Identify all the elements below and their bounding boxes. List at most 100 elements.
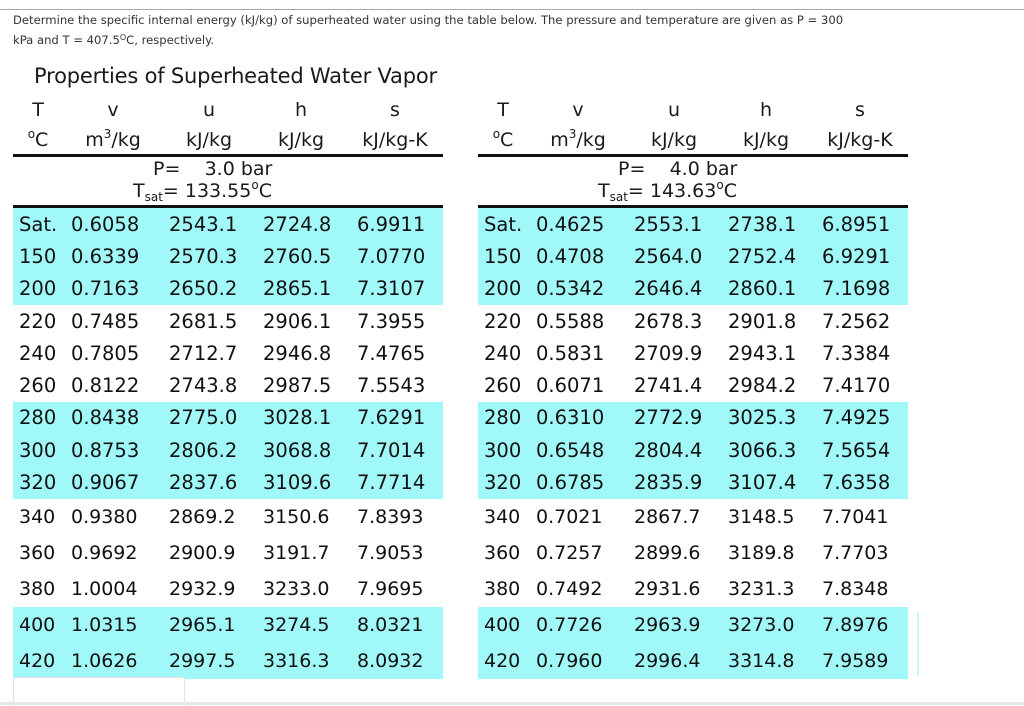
tsat-sub: sat <box>144 190 163 204</box>
table-row: 240 0.7805 2712.7 2946.8 7.4765 <box>13 337 443 369</box>
cell-T: 280 <box>19 406 57 430</box>
cell-T: 380 <box>484 577 521 600</box>
cell-u: 2965.1 <box>169 613 236 636</box>
tsat-unit: C <box>723 180 737 202</box>
cell-s: 7.6291 <box>357 406 426 430</box>
cell-s: 6.9291 <box>822 244 891 268</box>
table-row: 200 0.7163 2650.2 2865.1 7.3107 <box>13 272 443 305</box>
table-title: Properties of Superheated Water Vapor <box>34 64 437 88</box>
cell-h: 3273.0 <box>728 613 795 636</box>
cell-h: 2946.8 <box>263 341 332 365</box>
cell-u: 2678.3 <box>634 309 703 333</box>
cell-s: 7.9695 <box>357 577 424 600</box>
question-line-2-suffix: C, respectively. <box>126 33 215 47</box>
cell-h: 3233.0 <box>263 577 330 600</box>
table-row: Sat. 0.6058 2543.1 2724.8 6.9911 <box>13 208 443 241</box>
cell-u: 2806.2 <box>169 438 238 462</box>
pressure-value: 4.0 <box>669 158 700 180</box>
cell-v: 0.8438 <box>71 406 140 430</box>
question-text: Determine the specific internal energy (… <box>13 10 973 50</box>
cell-v: 0.4708 <box>536 244 605 268</box>
table-row: 220 0.5588 2678.3 2901.8 7.2562 <box>478 305 908 337</box>
table-row: 380 0.7492 2931.6 3231.3 7.8348 <box>478 571 908 607</box>
table-row: 240 0.5831 2709.9 2943.1 7.3384 <box>478 337 908 369</box>
cell-T: 240 <box>19 341 57 365</box>
table-body: Sat. 0.4625 2553.1 2738.1 6.8951 150 0.4708 25… <box>478 208 908 679</box>
cell-h: 3109.6 <box>263 471 332 495</box>
cell-u: 2837.6 <box>169 471 238 495</box>
tsat-line: Tsat= 133.55oC <box>133 178 272 204</box>
table-row: 280 0.8438 2775.0 3028.1 7.6291 <box>13 401 443 435</box>
pressure-label: P= <box>618 158 646 180</box>
header-v: v <box>107 99 119 121</box>
answer-input-box[interactable] <box>13 677 185 706</box>
cell-T: 150 <box>484 244 522 268</box>
header-s: s <box>390 99 400 121</box>
column-symbols: T v u h s <box>13 96 443 121</box>
steam-table-3bar: T v u h s oC m3/kg kJ/kg kJ/kg kJ/kg-K P… <box>13 96 443 679</box>
cell-v: 0.7492 <box>536 577 603 600</box>
cell-u: 2650.2 <box>169 277 238 301</box>
tsat-degree: o <box>251 178 259 192</box>
cell-h: 3191.7 <box>263 541 330 564</box>
table-row: 260 0.6071 2741.4 2984.2 7.4170 <box>478 369 908 401</box>
tsat-label: T <box>598 180 610 202</box>
header-u: u <box>202 99 216 121</box>
cell-v: 0.7485 <box>71 309 140 333</box>
cell-s: 7.4925 <box>822 406 891 430</box>
cell-s: 7.8976 <box>822 613 889 636</box>
cell-s: 8.0321 <box>357 613 424 636</box>
unit-m: m <box>85 129 104 151</box>
header-v: v <box>572 99 584 121</box>
table-row: 400 0.7726 2963.9 3273.0 7.8976 <box>478 606 908 643</box>
cell-s: 7.4765 <box>357 341 426 365</box>
pressure-label: P= <box>153 158 181 180</box>
unit-exp: 3 <box>103 127 112 141</box>
tsat-line: Tsat= 143.63oC <box>598 179 737 204</box>
pressure-unit: bar <box>705 158 738 180</box>
cell-T: 360 <box>19 541 56 564</box>
table-row: 340 0.7021 2867.7 3148.5 7.7041 <box>478 499 908 535</box>
tsat-value: = 133.55 <box>162 180 252 202</box>
unit-v: m3/kg <box>63 127 163 151</box>
cell-T: 220 <box>484 309 522 333</box>
cell-T: 340 <box>19 505 56 528</box>
cell-s: 7.0770 <box>357 244 426 268</box>
question-line-1: Determine the specific internal energy (… <box>13 13 844 27</box>
cell-h: 2752.4 <box>728 244 797 268</box>
unit-degree: o <box>27 127 36 141</box>
cell-v: 0.7257 <box>536 541 603 564</box>
unit-T: oC <box>13 127 63 151</box>
unit-celsius: C <box>500 129 514 151</box>
cell-s: 7.3384 <box>822 341 891 365</box>
header-h: h <box>294 99 308 121</box>
tsat-unit: C <box>258 180 272 202</box>
cell-h: 3314.8 <box>728 649 795 672</box>
tsat-value: = 143.63 <box>627 180 717 202</box>
table-body: Sat. 0.6058 2543.1 2724.8 6.9911 150 0.6339 25… <box>13 208 443 679</box>
cell-h: 3068.8 <box>263 438 332 462</box>
column-units: oC m3/kg kJ/kg kJ/kg kJ/kg-K <box>478 121 908 151</box>
cell-T: 380 <box>19 577 56 600</box>
unit-v: m3/kg <box>528 128 628 151</box>
cell-h: 3148.5 <box>728 505 795 528</box>
tsat-sub: sat <box>609 190 628 204</box>
cell-v: 0.9380 <box>71 505 138 528</box>
cell-u: 2997.5 <box>169 649 236 672</box>
cell-u: 2900.9 <box>169 541 236 564</box>
cell-u: 2932.9 <box>169 577 236 600</box>
tsat-label: T <box>133 180 145 202</box>
cell-T: 200 <box>484 277 522 301</box>
unit-s: kJ/kg-K <box>362 129 428 151</box>
pressure-line: P= 3.0 bar <box>153 158 272 180</box>
cell-s: 7.8393 <box>357 505 424 528</box>
cell-h: 2987.5 <box>263 374 332 398</box>
cell-h: 3150.6 <box>263 505 330 528</box>
cell-u: 2564.0 <box>634 244 703 268</box>
cell-h: 2860.1 <box>728 277 797 301</box>
cell-T: 320 <box>19 471 57 495</box>
cell-s: 7.3955 <box>357 309 426 333</box>
cell-T: 340 <box>484 505 521 528</box>
unit-u: kJ/kg <box>650 129 698 151</box>
cell-u: 2931.6 <box>634 577 701 600</box>
